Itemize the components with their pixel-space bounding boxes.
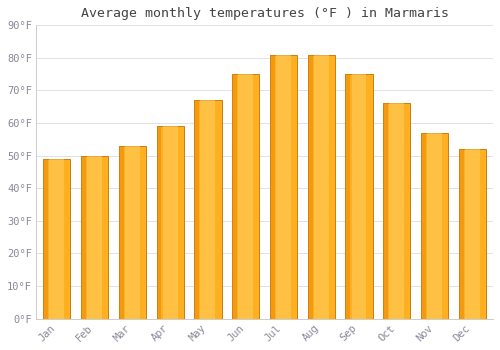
- Bar: [119, 146, 146, 318]
- Bar: [458, 149, 486, 318]
- Bar: [200, 100, 216, 318]
- Bar: [427, 133, 442, 318]
- Bar: [421, 133, 448, 318]
- Bar: [346, 74, 350, 318]
- Bar: [50, 159, 64, 318]
- Bar: [383, 104, 388, 318]
- Bar: [308, 55, 335, 318]
- Bar: [314, 55, 328, 318]
- Bar: [458, 149, 464, 318]
- Bar: [308, 55, 312, 318]
- Bar: [276, 55, 291, 318]
- Bar: [162, 126, 178, 318]
- Bar: [270, 55, 275, 318]
- Bar: [194, 100, 222, 318]
- Bar: [119, 146, 124, 318]
- Bar: [232, 74, 237, 318]
- Bar: [346, 74, 372, 318]
- Bar: [390, 104, 404, 318]
- Bar: [156, 126, 184, 318]
- Bar: [81, 156, 108, 318]
- Bar: [44, 159, 70, 318]
- Bar: [465, 149, 480, 318]
- Bar: [81, 156, 86, 318]
- Bar: [232, 74, 260, 318]
- Bar: [238, 74, 253, 318]
- Bar: [383, 104, 410, 318]
- Bar: [125, 146, 140, 318]
- Bar: [156, 126, 162, 318]
- Title: Average monthly temperatures (°F ) in Marmaris: Average monthly temperatures (°F ) in Ma…: [80, 7, 448, 20]
- Bar: [270, 55, 297, 318]
- Bar: [44, 159, 48, 318]
- Bar: [421, 133, 426, 318]
- Bar: [352, 74, 366, 318]
- Bar: [87, 156, 102, 318]
- Bar: [194, 100, 199, 318]
